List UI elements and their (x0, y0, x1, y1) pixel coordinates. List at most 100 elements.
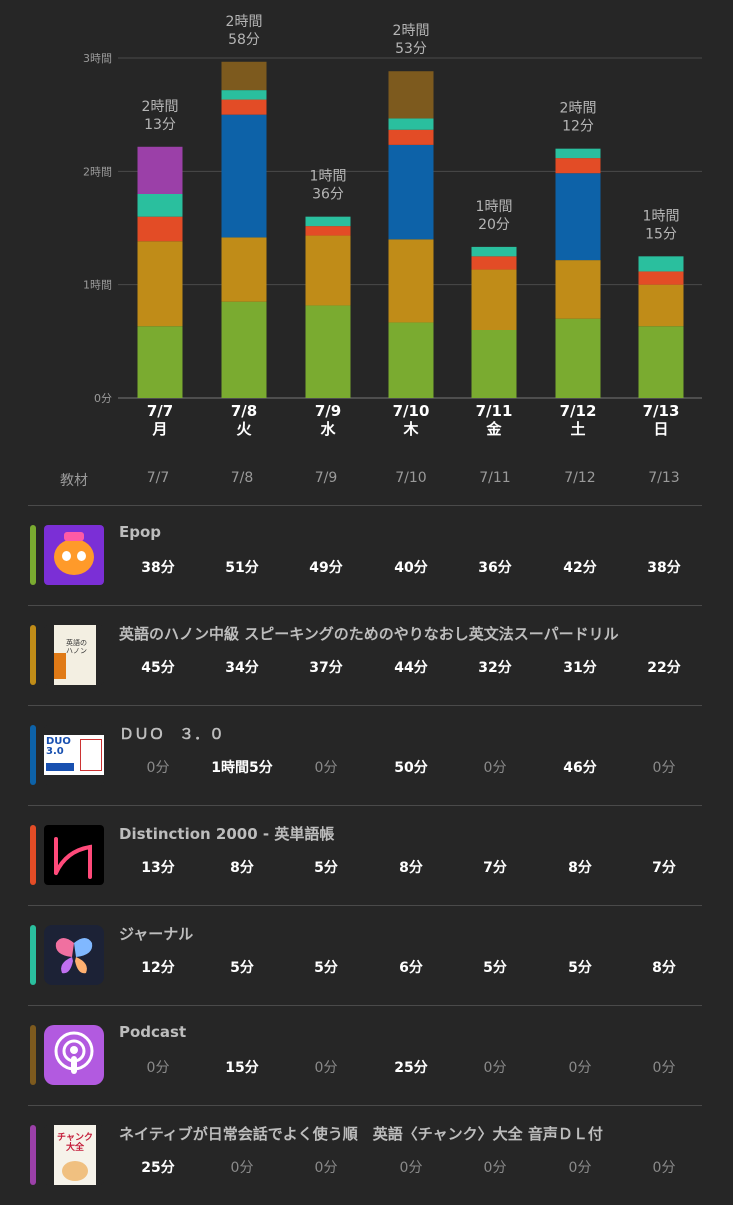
study-time-cell: 7分 (483, 860, 507, 876)
bar-segment (555, 158, 601, 174)
distinction-app-icon (44, 825, 104, 885)
row-color-indicator (30, 1125, 36, 1185)
bar-segment (555, 148, 601, 159)
table-row[interactable]: Distinction 2000 - 英単語帳 13分 8分 5分 8分 7分 8分 7分 (0, 805, 733, 905)
bar-segment (388, 118, 434, 130)
y-tick-label: 1時間 (83, 279, 112, 292)
bar-total-hours: 2時間 (142, 99, 179, 115)
study-time-cell: 49分 (309, 560, 343, 576)
study-time-cell: 5分 (314, 960, 338, 976)
column-header-date: 7/10 (395, 470, 427, 486)
bar-total-hours: 2時間 (393, 23, 430, 39)
material-title: Podcast (119, 1023, 187, 1041)
x-tick-weekday: 水 (320, 420, 336, 438)
row-divider (28, 1105, 702, 1106)
study-time-cell: 51分 (225, 560, 259, 576)
row-divider (28, 905, 702, 906)
x-tick-weekday: 火 (236, 420, 252, 438)
y-tick-label: 0分 (94, 392, 112, 405)
study-time-cell: 0分 (483, 1060, 507, 1076)
journal-butterfly-icon (44, 925, 104, 985)
study-time-cell: 5分 (314, 860, 338, 876)
bar-segment (221, 114, 267, 238)
study-time-cell: 1時間5分 (211, 760, 273, 776)
bar-segment (305, 305, 351, 398)
study-time-cell: 0分 (314, 1160, 338, 1176)
column-header-date: 7/13 (648, 470, 680, 486)
bar-segment (137, 326, 183, 398)
material-title: ネイティブが日常会話でよく使う順 英語〈チャンク〉大全 音声ＤＬ付 (119, 1125, 603, 1143)
bar-total-minutes: 12分 (562, 119, 594, 135)
row-divider (28, 805, 702, 806)
study-time-cell: 8分 (568, 860, 592, 876)
bar-segment (305, 235, 351, 306)
hanon-book-cover: 英語のハノン (44, 625, 104, 685)
study-time-cell: 45分 (141, 660, 175, 676)
row-color-indicator (30, 1025, 36, 1085)
study-time-cell: 5分 (483, 960, 507, 976)
study-time-cell: 42分 (563, 560, 597, 576)
table-row[interactable]: DUO 3.0 ＤＵＯ ３．０ 0分 1時間5分 0分 50分 0分 46分 0分 (0, 705, 733, 805)
study-time-cell: 0分 (314, 760, 338, 776)
study-time-cell: 0分 (652, 1060, 676, 1076)
study-time-cell: 38分 (647, 560, 681, 576)
study-time-cell: 5分 (568, 960, 592, 976)
column-header-date: 7/8 (230, 470, 254, 486)
material-title: ジャーナル (119, 925, 194, 943)
bar-total-hours: 1時間 (643, 208, 680, 224)
study-time-cell: 32分 (478, 660, 512, 676)
bar-segment (388, 239, 434, 323)
study-time-cell: 5分 (230, 960, 254, 976)
column-header-date: 7/9 (314, 470, 338, 486)
bar-segment (471, 269, 517, 330)
bar-total-minutes: 20分 (478, 217, 510, 233)
row-color-indicator (30, 725, 36, 785)
study-time-cell: 44分 (394, 660, 428, 676)
study-time-cell: 0分 (568, 1060, 592, 1076)
study-time-cell: 8分 (230, 860, 254, 876)
table-row[interactable]: ジャーナル 12分 5分 5分 6分 5分 5分 8分 (0, 905, 733, 1005)
column-header-date: 7/7 (146, 470, 170, 486)
table-header: 教材 7/7 7/8 7/9 7/10 7/11 7/12 7/13 (0, 470, 733, 494)
bar-segment (137, 146, 183, 194)
table-row[interactable]: Epop 38分 51分 49分 40分 36分 42分 38分 (0, 505, 733, 605)
table-row[interactable]: チャンク大全 ネイティブが日常会話でよく使う順 英語〈チャンク〉大全 音声ＤＬ付 2… (0, 1105, 733, 1205)
row-color-indicator (30, 825, 36, 885)
bar-segment (388, 322, 434, 398)
study-time-cell: 0分 (652, 1160, 676, 1176)
hanon-cover-title: 英語のハノン (66, 639, 87, 655)
study-time-cell: 15分 (225, 1060, 259, 1076)
bar-segment (221, 99, 267, 115)
epop-fish-icon (44, 525, 104, 585)
study-time-cell: 0分 (568, 1160, 592, 1176)
bar-total-hours: 1時間 (310, 169, 347, 185)
study-time-cell: 0分 (483, 1160, 507, 1176)
material-title: ＤＵＯ ３．０ (119, 725, 225, 743)
x-tick-weekday: 土 (570, 420, 585, 438)
x-tick-date: 7/7 (147, 402, 173, 420)
study-time-cell: 50分 (394, 760, 428, 776)
study-time-cell: 25分 (141, 1160, 175, 1176)
bar-total-hours: 2時間 (560, 101, 597, 117)
bar-segment (555, 173, 601, 261)
chunk-cover-title: チャンク大全 (57, 1133, 93, 1153)
table-row[interactable]: Podcast 0分 15分 0分 25分 0分 0分 0分 (0, 1005, 733, 1105)
row-divider (28, 505, 702, 506)
study-time-cell: 40分 (394, 560, 428, 576)
bar-total-minutes: 13分 (144, 117, 176, 133)
bar-segment (388, 144, 434, 240)
bar-segment (638, 326, 684, 398)
material-title: Epop (119, 523, 162, 541)
study-time-cell: 13分 (141, 860, 175, 876)
x-tick-weekday: 月 (151, 420, 167, 438)
x-tick-weekday: 日 (653, 420, 668, 438)
row-color-indicator (30, 525, 36, 585)
study-time-cell: 38分 (141, 560, 175, 576)
material-title: 英語のハノン中級 スピーキングのためのやりなおし英文法スーパードリル (119, 625, 619, 643)
bar-segment (221, 61, 267, 91)
bar-segment (638, 284, 684, 327)
table-row[interactable]: 英語のハノン 英語のハノン中級 スピーキングのためのやりなおし英文法スーパードリル… (0, 605, 733, 705)
bar-segment (555, 260, 601, 319)
bar-segment (471, 330, 517, 398)
bar-segment (305, 216, 351, 227)
